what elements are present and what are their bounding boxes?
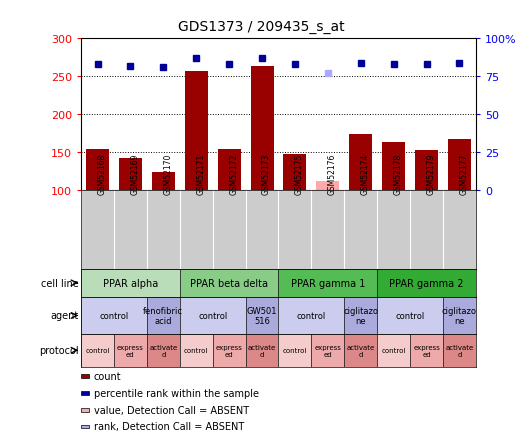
Bar bbox=[278, 334, 311, 367]
Text: GSM52172: GSM52172 bbox=[229, 154, 238, 195]
Text: activate
d: activate d bbox=[446, 344, 474, 357]
Bar bbox=[180, 297, 246, 334]
Bar bbox=[81, 424, 89, 428]
Text: cell line: cell line bbox=[41, 278, 78, 288]
Text: control: control bbox=[283, 348, 307, 353]
Bar bbox=[311, 334, 344, 367]
Bar bbox=[443, 297, 476, 334]
Text: rank, Detection Call = ABSENT: rank, Detection Call = ABSENT bbox=[94, 421, 244, 431]
Text: value, Detection Call = ABSENT: value, Detection Call = ABSENT bbox=[94, 405, 249, 415]
Text: GSM52169: GSM52169 bbox=[130, 154, 140, 195]
Bar bbox=[278, 297, 344, 334]
Bar bbox=[443, 334, 476, 367]
Bar bbox=[377, 334, 410, 367]
Bar bbox=[180, 269, 278, 297]
Bar bbox=[410, 334, 443, 367]
Text: PPAR beta delta: PPAR beta delta bbox=[190, 278, 268, 288]
Bar bbox=[382, 142, 405, 191]
Bar bbox=[86, 149, 109, 191]
Text: express
ed: express ed bbox=[117, 344, 144, 357]
Bar bbox=[81, 374, 89, 378]
Text: control: control bbox=[184, 348, 209, 353]
Text: GSM52175: GSM52175 bbox=[295, 154, 304, 195]
Bar bbox=[114, 334, 147, 367]
Text: GSM52174: GSM52174 bbox=[361, 154, 370, 195]
Bar bbox=[81, 269, 180, 297]
Bar bbox=[415, 151, 438, 191]
Bar bbox=[278, 269, 377, 297]
Text: activate
d: activate d bbox=[149, 344, 177, 357]
Text: express
ed: express ed bbox=[314, 344, 342, 357]
Text: count: count bbox=[94, 371, 121, 381]
Bar bbox=[448, 139, 471, 191]
Text: express
ed: express ed bbox=[413, 344, 440, 357]
Text: GSM52178: GSM52178 bbox=[394, 154, 403, 195]
Text: fenofibric
acid: fenofibric acid bbox=[143, 306, 184, 326]
Text: PPAR alpha: PPAR alpha bbox=[103, 278, 158, 288]
Bar bbox=[316, 181, 339, 191]
Bar bbox=[246, 334, 278, 367]
Text: control: control bbox=[395, 311, 425, 320]
Bar bbox=[377, 297, 443, 334]
Bar bbox=[81, 408, 89, 411]
Bar bbox=[81, 297, 147, 334]
Bar bbox=[81, 334, 114, 367]
Text: agent: agent bbox=[50, 311, 78, 321]
Bar bbox=[283, 155, 306, 191]
Text: ciglitazo
ne: ciglitazo ne bbox=[442, 306, 477, 326]
Bar bbox=[344, 297, 377, 334]
Text: control: control bbox=[99, 311, 129, 320]
Text: PPAR gamma 2: PPAR gamma 2 bbox=[389, 278, 464, 288]
Bar bbox=[152, 173, 175, 191]
Text: GSM52173: GSM52173 bbox=[262, 154, 271, 195]
Text: control: control bbox=[198, 311, 228, 320]
Text: protocol: protocol bbox=[39, 345, 78, 355]
Text: activate
d: activate d bbox=[347, 344, 375, 357]
Text: GSM52179: GSM52179 bbox=[427, 154, 436, 195]
Text: express
ed: express ed bbox=[215, 344, 243, 357]
Text: PPAR gamma 1: PPAR gamma 1 bbox=[291, 278, 365, 288]
Bar bbox=[147, 297, 180, 334]
Text: ciglitazo
ne: ciglitazo ne bbox=[343, 306, 378, 326]
Text: GSM52170: GSM52170 bbox=[163, 154, 173, 195]
Bar bbox=[218, 149, 241, 191]
Text: GSM52176: GSM52176 bbox=[328, 154, 337, 195]
Bar bbox=[251, 66, 274, 191]
Text: GDS1373 / 209435_s_at: GDS1373 / 209435_s_at bbox=[178, 20, 345, 33]
Bar bbox=[213, 334, 246, 367]
Text: GSM52171: GSM52171 bbox=[196, 154, 205, 195]
Bar bbox=[185, 72, 208, 191]
Bar bbox=[349, 135, 372, 191]
Bar bbox=[119, 158, 142, 191]
Text: GW501
516: GW501 516 bbox=[247, 306, 277, 326]
Bar bbox=[246, 297, 278, 334]
Text: control: control bbox=[85, 348, 110, 353]
Bar bbox=[180, 334, 213, 367]
Text: control: control bbox=[297, 311, 326, 320]
Text: percentile rank within the sample: percentile rank within the sample bbox=[94, 388, 259, 398]
Text: control: control bbox=[381, 348, 406, 353]
Text: activate
d: activate d bbox=[248, 344, 276, 357]
Bar bbox=[344, 334, 377, 367]
Bar bbox=[377, 269, 476, 297]
Bar bbox=[81, 391, 89, 395]
Text: GSM52177: GSM52177 bbox=[460, 154, 469, 195]
Bar bbox=[147, 334, 180, 367]
Text: GSM52168: GSM52168 bbox=[97, 154, 107, 195]
